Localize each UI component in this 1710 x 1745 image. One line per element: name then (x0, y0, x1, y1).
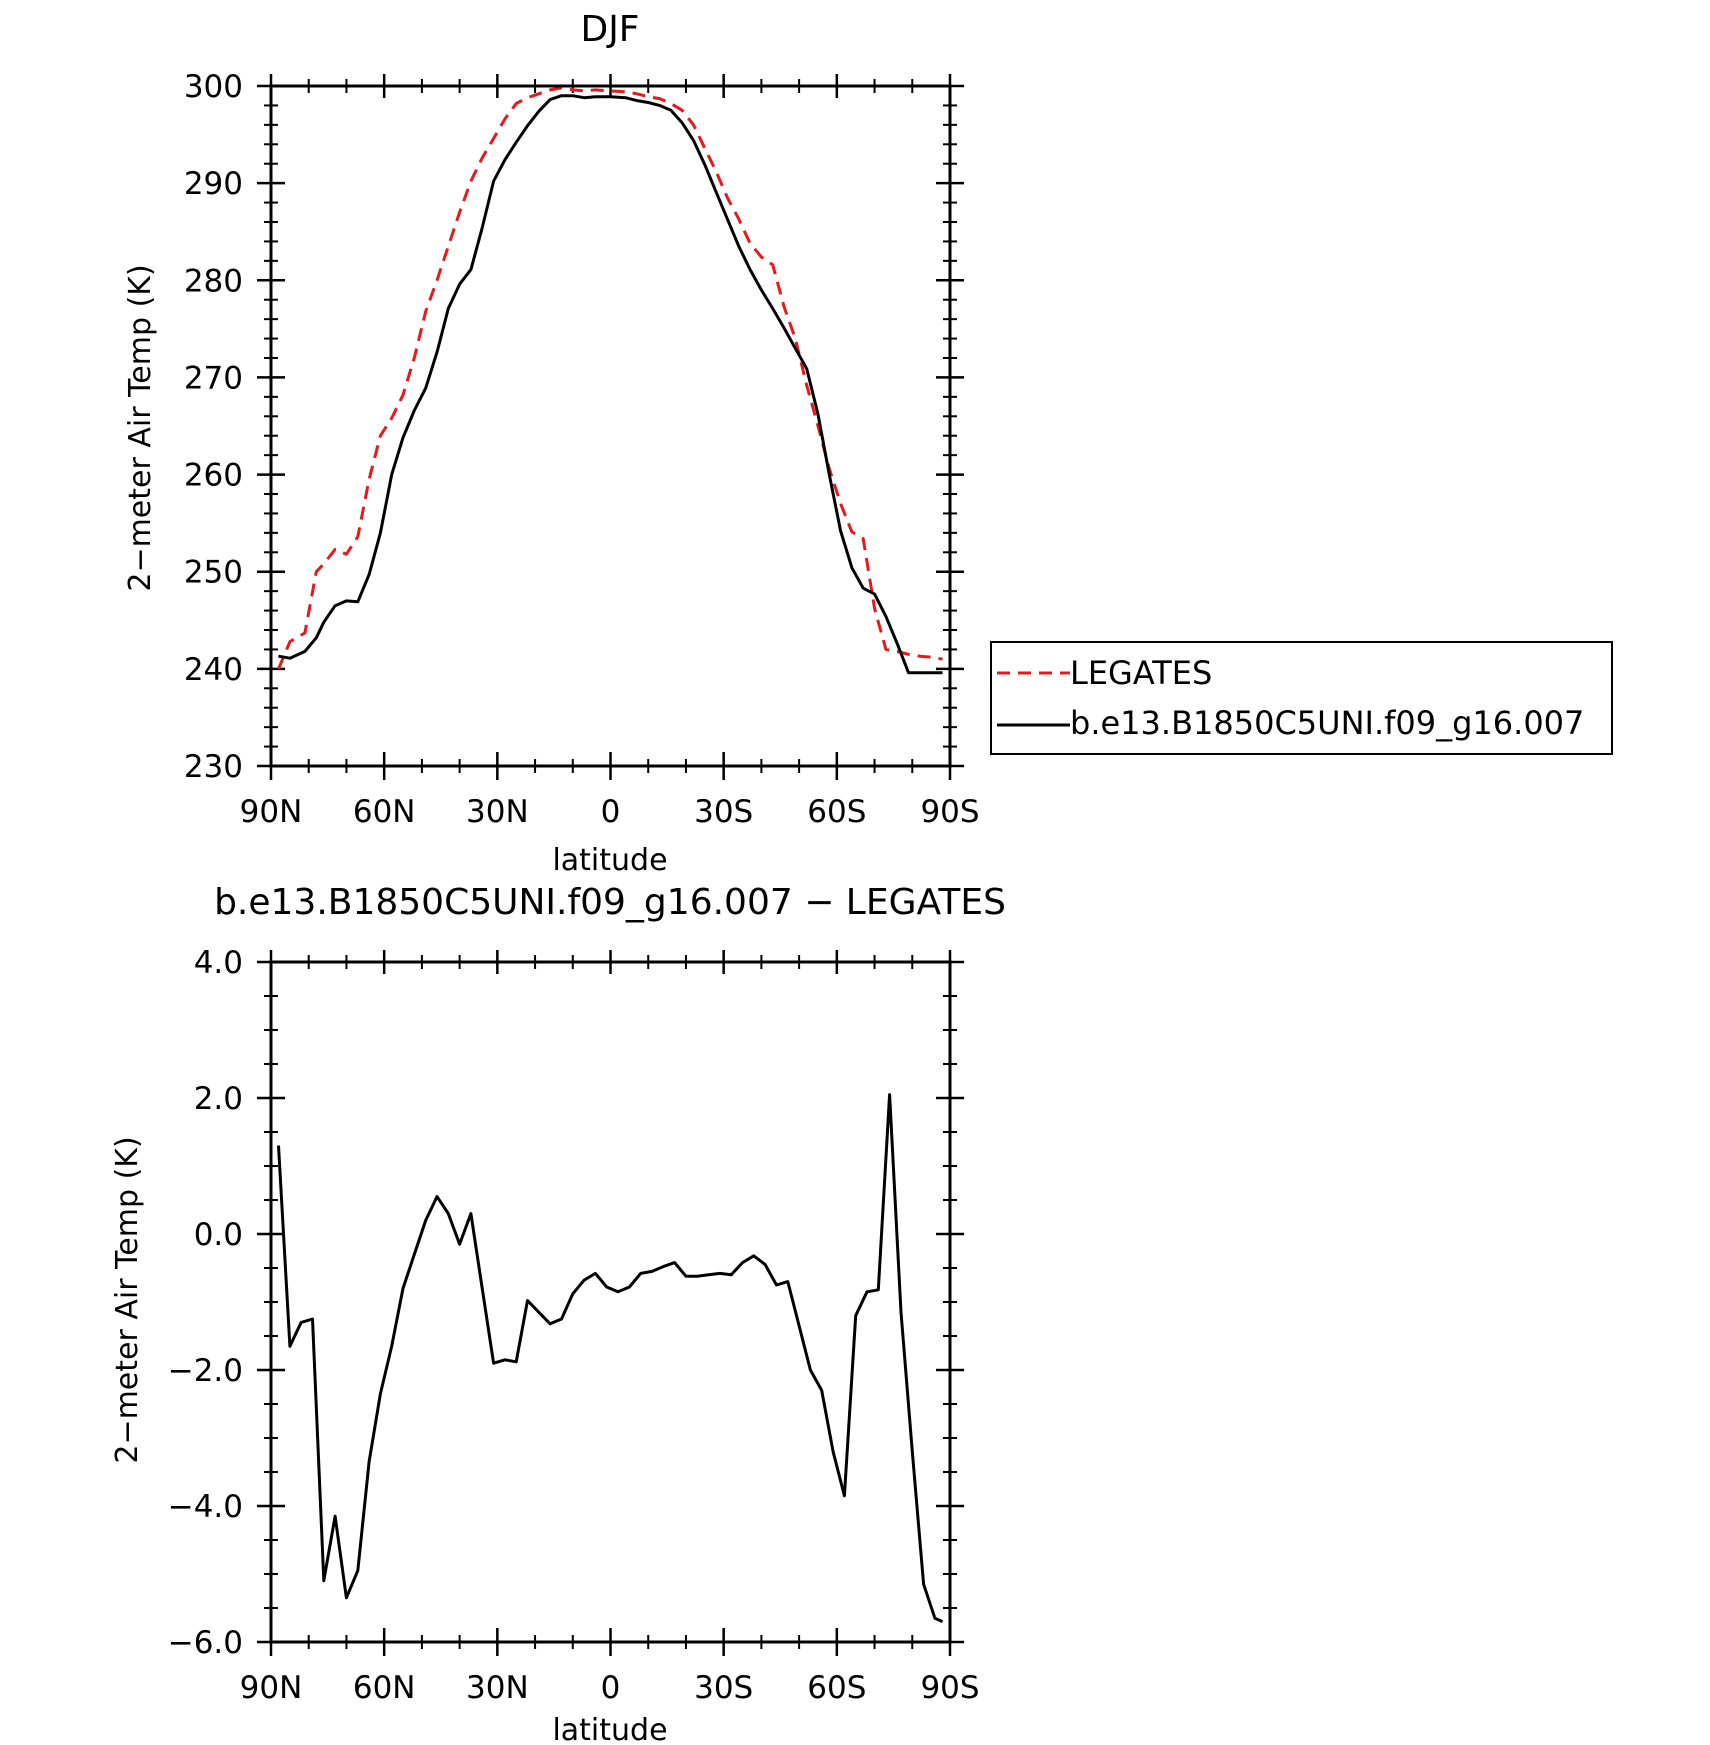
x-tick-label: 90N (240, 794, 303, 830)
y-tick-label: 0.0 (194, 1217, 243, 1253)
x-tick-label: 60N (353, 794, 416, 830)
y-tick-label: 230 (184, 749, 243, 785)
y-tick-label: −2.0 (168, 1353, 243, 1389)
x-axis-label: latitude (552, 843, 667, 878)
series-lines (277, 86, 943, 675)
series-line (277, 86, 943, 670)
y-tick-label: 240 (184, 652, 243, 688)
temperature-panel: DJF 2−meter Air Temp (K) latitude 90N 60N… (123, 9, 980, 878)
chart-title: b.e13.B1850C5UNI.f09_g16.007 − LEGATES (214, 882, 1006, 923)
series-line (278, 94, 943, 675)
x-tick-label: 60S (807, 1670, 866, 1706)
y-axis-label: 2−meter Air Temp (K) (123, 264, 158, 591)
y-tick-label: −6.0 (168, 1625, 243, 1661)
x-tick-label: 30N (466, 794, 529, 830)
chart-title: DJF (580, 9, 639, 50)
y-tick-label: 260 (184, 458, 243, 494)
tick-labels: 90N 60N 30N 0 30S 60S 90S 4.0 2.0 0.0 −2.0 −4.0 −6.0 (168, 945, 980, 1706)
plot-frame (269, 960, 952, 1644)
x-axis-label: latitude (552, 1713, 667, 1745)
y-axis-label: 2−meter Air Temp (K) (110, 1136, 145, 1463)
x-tick-label: 30S (694, 1670, 753, 1706)
x-tick-label: 30N (466, 1670, 529, 1706)
series-line (277, 1093, 944, 1623)
legend-entry-model: b.e13.B1850C5UNI.f09_g16.007 (1070, 704, 1584, 742)
y-tick-label: 4.0 (194, 945, 243, 981)
x-tick-label: 90S (920, 1670, 979, 1706)
x-tick-label: 60N (353, 1670, 416, 1706)
x-tick-label: 30S (694, 794, 753, 830)
tick-marks (257, 950, 964, 1656)
series-lines (277, 1093, 944, 1623)
y-tick-label: 290 (184, 166, 243, 202)
legend-entry-legates: LEGATES (1070, 654, 1212, 692)
y-tick-label: −4.0 (168, 1489, 243, 1525)
legend: LEGATES b.e13.B1850C5UNI.f09_g16.007 (990, 641, 1613, 755)
x-tick-label: 90N (240, 1670, 303, 1706)
tick-labels: 90N 60N 30N 0 30S 60S 90S 230 240 250 260 270 280 290… (184, 69, 980, 830)
x-tick-label: 60S (807, 794, 866, 830)
y-tick-label: 2.0 (194, 1081, 243, 1117)
tick-marks (257, 74, 964, 780)
y-tick-label: 300 (184, 69, 243, 105)
x-tick-label: 90S (920, 794, 979, 830)
y-tick-label: 250 (184, 555, 243, 591)
y-tick-label: 270 (184, 360, 243, 396)
x-tick-label: 0 (601, 794, 621, 830)
legend-box (990, 641, 1613, 755)
plot-frame (269, 84, 952, 768)
y-tick-label: 280 (184, 263, 243, 299)
difference-panel: b.e13.B1850C5UNI.f09_g16.007 − LEGATES 2… (110, 882, 1006, 1745)
x-tick-label: 0 (601, 1670, 621, 1706)
